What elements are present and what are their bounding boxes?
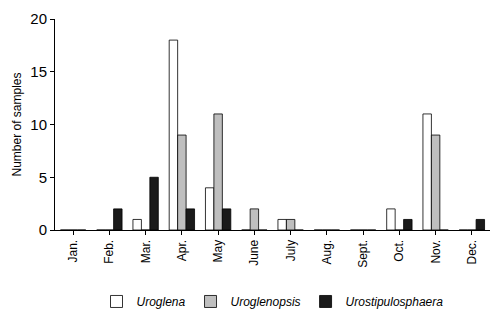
svg-text:Nov.: Nov. (429, 240, 443, 264)
svg-text:June: June (247, 239, 261, 265)
svg-text:May: May (211, 240, 225, 263)
svg-text:10: 10 (30, 116, 47, 133)
svg-text:15: 15 (30, 63, 47, 80)
svg-text:Sept.: Sept. (356, 240, 370, 268)
svg-text:Uroglena: Uroglena (137, 295, 186, 309)
svg-text:Feb.: Feb. (102, 240, 116, 264)
svg-text:5: 5 (39, 169, 47, 186)
svg-text:Aug.: Aug. (320, 240, 334, 265)
svg-text:20: 20 (30, 10, 47, 27)
svg-text:Mar.: Mar. (139, 240, 153, 263)
svg-text:Dec.: Dec. (465, 240, 479, 265)
svg-text:Jan.: Jan. (66, 240, 80, 263)
svg-text:July: July (284, 240, 298, 261)
svg-text:Oct.: Oct. (392, 240, 406, 262)
svg-text:Urostipulosphaera: Urostipulosphaera (346, 295, 444, 309)
svg-text:0: 0 (39, 221, 47, 238)
svg-text:Number of samples: Number of samples (10, 72, 24, 176)
svg-text:Apr.: Apr. (175, 240, 189, 261)
svg-text:Uroglenopsis: Uroglenopsis (231, 295, 301, 309)
